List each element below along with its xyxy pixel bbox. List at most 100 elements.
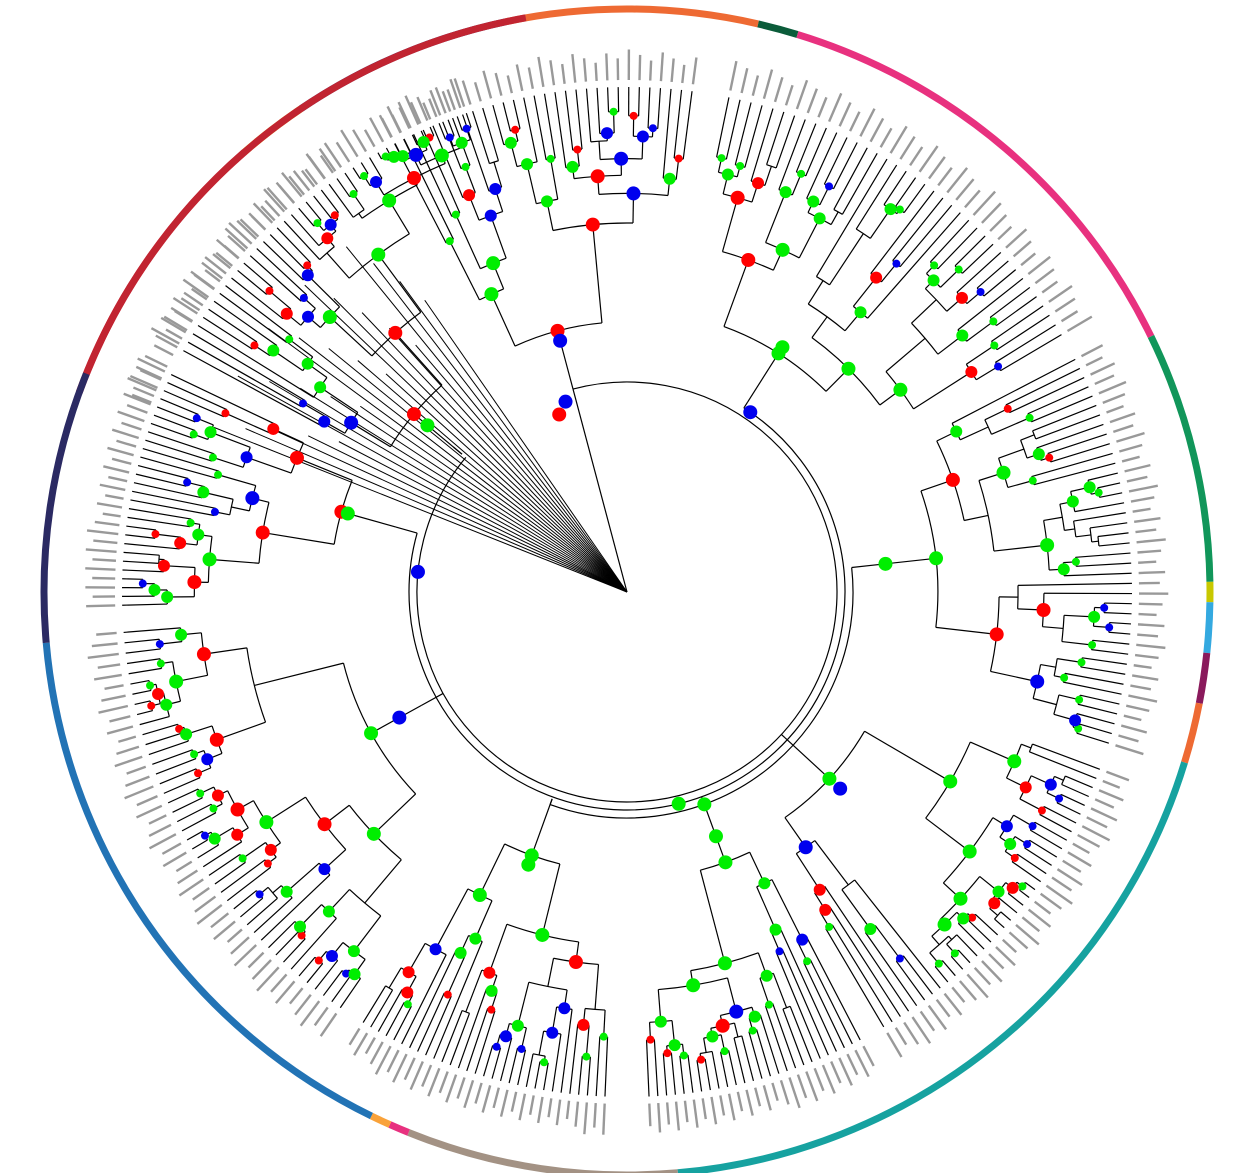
tip-label (213, 920, 236, 941)
tree-branch (968, 920, 992, 943)
tip-label (1116, 431, 1145, 443)
node-marker (151, 530, 160, 539)
tree-branch (269, 234, 305, 269)
tree-branch (394, 332, 443, 386)
tree-branch (679, 1055, 685, 1094)
tree-branch (809, 959, 853, 1045)
tip-label (182, 278, 210, 299)
node-marker (730, 190, 745, 205)
node-marker (929, 551, 944, 566)
tree-branch (352, 167, 361, 179)
tip-label (1090, 362, 1116, 376)
tree-branch (192, 333, 306, 401)
tree-branch (214, 861, 246, 885)
clade-ring-segment (796, 31, 1155, 338)
node-marker (854, 306, 867, 319)
tip-label (966, 973, 989, 999)
tip-label (973, 966, 992, 986)
tree-branch-arc (352, 209, 365, 218)
tree-branch (993, 544, 1048, 552)
tree-branch (833, 147, 868, 210)
tip-label (340, 129, 359, 158)
tree-branch (956, 252, 1002, 293)
tree-branch (377, 152, 382, 160)
tip-label (318, 147, 337, 172)
tip-label (266, 186, 288, 211)
outgroup-branch (304, 284, 628, 593)
tip-label (403, 1057, 416, 1081)
tip-label (1034, 268, 1055, 285)
node-marker (1094, 488, 1103, 497)
tree-branch (970, 741, 1015, 762)
tree-branch (696, 1060, 703, 1092)
tip-label (294, 993, 312, 1016)
node-marker (994, 362, 1003, 371)
tree-branch (1061, 783, 1089, 798)
tree-branch (1057, 658, 1082, 663)
tree-branch (272, 885, 282, 894)
node-marker (968, 913, 977, 922)
tip-label (995, 946, 1016, 967)
node-marker (775, 242, 790, 257)
tip-label (879, 127, 893, 148)
tip-label (323, 142, 343, 168)
node-marker (160, 698, 173, 711)
tree-branch (913, 371, 972, 410)
node-marker (1025, 413, 1034, 422)
tree-branch (653, 1039, 659, 1097)
tree-branch (996, 296, 1037, 327)
tree-branch (747, 353, 780, 403)
outgroup-branch (373, 263, 628, 593)
node-marker (992, 885, 1005, 898)
tip-label (1131, 674, 1159, 681)
tree-branch (998, 448, 1025, 459)
tree-branch (212, 456, 244, 468)
tip-label (194, 895, 217, 913)
tip-label (105, 494, 124, 500)
tip-label (85, 567, 116, 571)
tip-label (1105, 770, 1130, 782)
node-marker (1075, 695, 1084, 704)
tip-label (805, 1071, 819, 1102)
tip-label (1056, 868, 1083, 887)
tree-branch (306, 963, 324, 984)
node-marker (245, 491, 260, 506)
tip-label (148, 833, 177, 850)
outgroup-branch (385, 373, 628, 593)
tree-branch (711, 1051, 720, 1089)
tree-branch (202, 316, 253, 350)
node-marker (540, 1058, 549, 1067)
tree-branch (976, 260, 1009, 289)
tip-label (555, 1099, 562, 1126)
tree-branch (741, 1035, 755, 1082)
outgroup-branch (424, 299, 628, 593)
tip-label (248, 212, 267, 231)
node-marker (950, 425, 963, 438)
tip-label (86, 604, 116, 608)
node-marker (825, 922, 834, 931)
node-marker (180, 728, 193, 741)
tip-label (352, 129, 368, 153)
tree-branch (388, 967, 402, 989)
node-marker (230, 802, 245, 817)
tip-label (107, 446, 134, 457)
tree-branch (1000, 334, 1062, 372)
tip-label (438, 1071, 449, 1094)
tree-branch (585, 88, 592, 142)
node-marker (325, 950, 338, 963)
tree-branch (122, 578, 143, 580)
tree-branch (167, 788, 199, 804)
tip-label (1125, 704, 1150, 713)
node-marker (417, 135, 430, 148)
tip-label (108, 475, 128, 483)
tree-branch (447, 119, 455, 136)
tree-branch (716, 97, 730, 158)
tree-branch (163, 777, 201, 794)
node-marker (1003, 404, 1012, 413)
node-marker (443, 990, 452, 999)
tree-branch (132, 490, 216, 509)
tree-branch (1076, 732, 1110, 744)
node-marker (629, 111, 638, 120)
node-marker (280, 885, 293, 898)
